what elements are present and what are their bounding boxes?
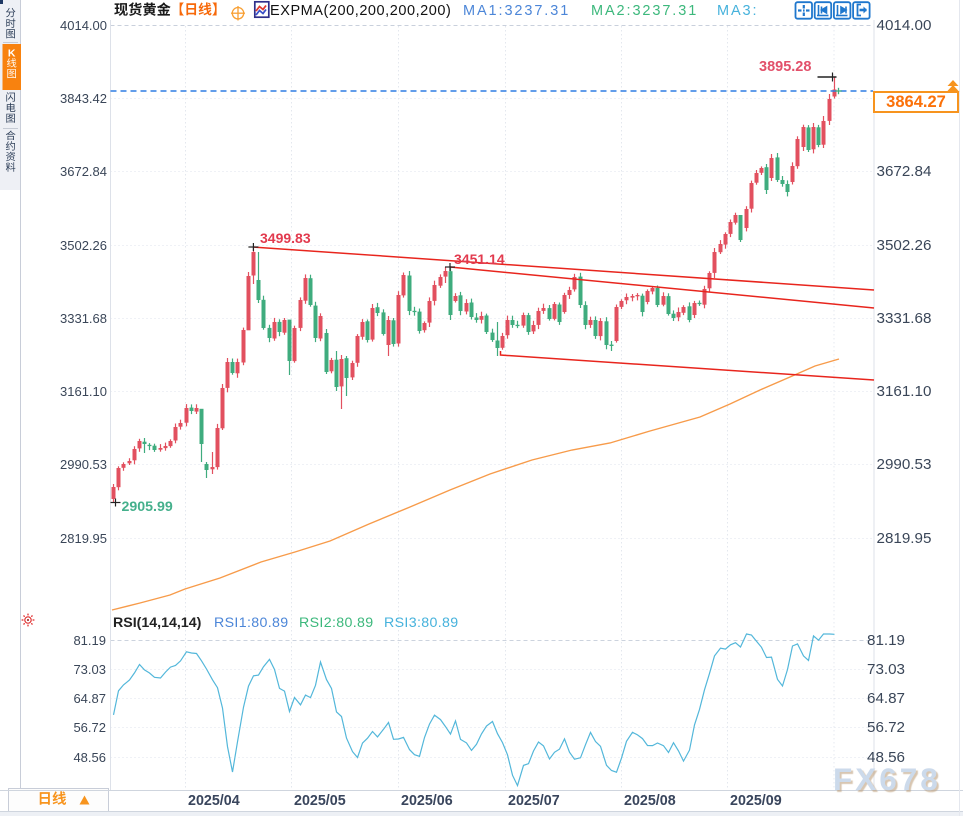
svg-text:K: K — [8, 48, 16, 60]
